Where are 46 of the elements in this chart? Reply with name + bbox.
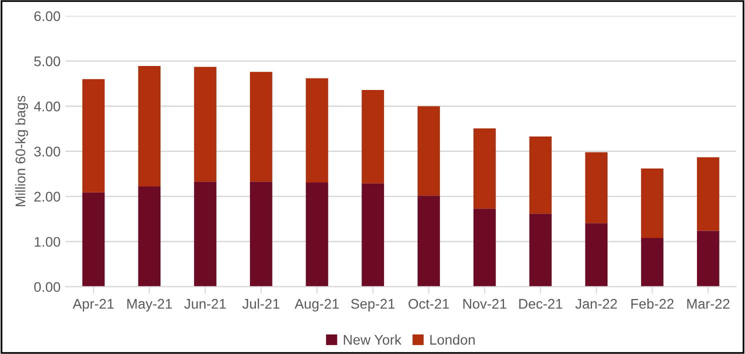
bar (194, 182, 216, 287)
bar (696, 157, 720, 231)
y-tick-label: 1.00 (34, 236, 60, 247)
bar (473, 208, 496, 287)
bar (529, 136, 552, 214)
y-tick-label: 2.00 (34, 192, 60, 202)
bar (529, 214, 552, 287)
x-tick-label: Feb-22 (631, 298, 674, 309)
legend-label: New York (344, 334, 402, 345)
x-tick-label: Jul-21 (242, 298, 280, 309)
y-tick-label: 0.00 (34, 282, 60, 292)
bar (473, 128, 496, 209)
bar (194, 66, 216, 182)
bar (362, 183, 384, 287)
bar (138, 66, 161, 187)
x-tick-label: Apr-21 (72, 298, 114, 312)
bar (696, 230, 720, 287)
bar (250, 72, 272, 182)
bar (250, 182, 272, 287)
bar (418, 106, 440, 196)
bar (138, 186, 161, 287)
bar (82, 192, 105, 287)
bar (306, 78, 328, 182)
bar (585, 223, 608, 287)
x-tick-label: Dec-21 (519, 298, 562, 309)
legend-label: London (430, 334, 475, 345)
bar (585, 152, 608, 224)
bar (641, 238, 664, 287)
x-tick-label: May-21 (127, 298, 172, 312)
x-tick-label: Sep-21 (351, 298, 395, 312)
x-tick-label: Oct-21 (408, 298, 449, 309)
x-tick-label: Mar-22 (687, 298, 730, 309)
y-tick-label: 6.00 (34, 11, 60, 22)
x-tick-label: Jan-22 (575, 298, 617, 309)
x-tick-label: Jun-21 (184, 298, 226, 309)
y-axis-title: Million 60-kg bags (15, 96, 28, 206)
x-tick-label: Nov-21 (463, 298, 506, 309)
bar (82, 79, 105, 192)
y-tick-label: 3.00 (34, 146, 60, 157)
bar (641, 168, 664, 238)
x-tick-label: Aug-21 (294, 298, 339, 312)
y-tick-label: 4.00 (34, 102, 60, 112)
bar (306, 182, 328, 287)
bar (362, 90, 384, 184)
bar (418, 196, 440, 287)
y-tick-label: 5.00 (34, 56, 60, 66)
